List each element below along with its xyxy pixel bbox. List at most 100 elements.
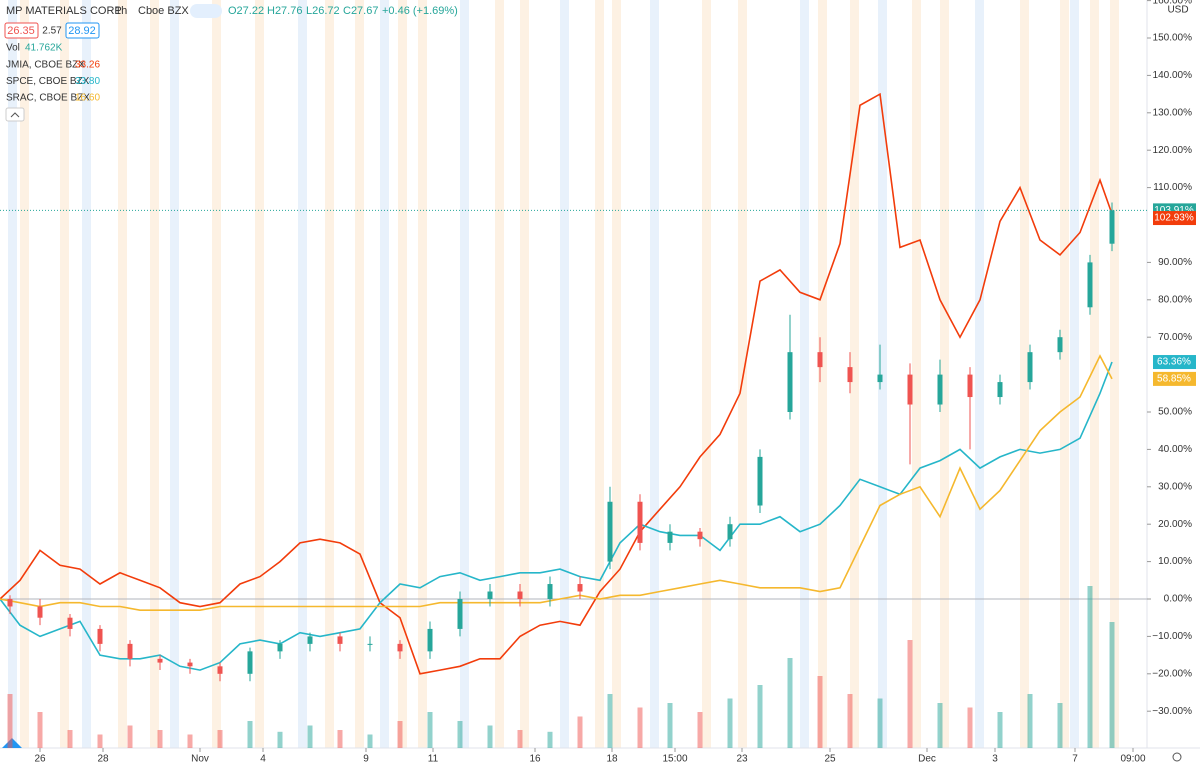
y-tick-label: −10.00% — [1152, 631, 1192, 642]
candle-body — [397, 643, 403, 652]
volume-bar — [787, 658, 793, 748]
session-stripe — [940, 0, 949, 748]
candle-body — [247, 651, 253, 674]
session-stripe — [560, 0, 569, 748]
volume-bar — [307, 725, 313, 748]
candle-body — [217, 666, 223, 674]
y-tick-label: 50.00% — [1158, 407, 1192, 418]
session-stripe — [118, 0, 127, 748]
candle-body — [847, 367, 853, 383]
volume-value: 41.762K — [25, 43, 63, 54]
volume-bar — [577, 716, 583, 748]
session-stripe — [595, 0, 604, 748]
price-tag-label: 103.91% — [1154, 205, 1194, 216]
session-stripe — [878, 0, 887, 748]
session-stripe — [850, 0, 859, 748]
candle-body — [427, 628, 433, 652]
x-tick-label: 16 — [529, 754, 541, 765]
volume-bar — [607, 694, 613, 748]
session-stripe — [1020, 0, 1029, 748]
candle-body — [67, 617, 73, 629]
ohlc-change: +0.46 (+1.69%) — [382, 5, 458, 17]
session-stripe — [612, 0, 621, 748]
ask: 28.92 — [68, 25, 96, 37]
collapse-button[interactable] — [5, 107, 25, 122]
legend-name: SRAC, CBOE BZX — [6, 93, 90, 104]
candle-body — [817, 352, 823, 368]
session-stripe — [8, 0, 17, 748]
series-tag-label: 102.93% — [1154, 213, 1194, 224]
session-stripe — [818, 0, 827, 748]
session-stripe — [702, 0, 711, 748]
x-tick-label: 3 — [992, 754, 998, 765]
settings-icon[interactable] — [1172, 752, 1182, 762]
candle-body — [637, 501, 643, 543]
candle-body — [757, 456, 763, 506]
volume-bar — [397, 721, 403, 748]
candle-body — [697, 531, 703, 540]
series-tag-label: 63.36% — [1157, 357, 1191, 368]
volume-bar — [367, 734, 373, 748]
candle-body — [187, 662, 193, 667]
x-tick-label: 9 — [363, 754, 369, 765]
badge[interactable] — [190, 4, 222, 18]
volume-bar — [427, 712, 433, 748]
y-tick-label: 110.00% — [1153, 182, 1192, 193]
volume-bar — [697, 712, 703, 748]
volume-bar — [277, 731, 283, 748]
candle-body — [97, 628, 103, 644]
x-tick-label: 7 — [1072, 754, 1078, 765]
candle-body — [577, 584, 583, 592]
volume-bar — [217, 730, 223, 748]
legend-name: JMIA, CBOE BZX — [6, 60, 85, 71]
session-stripe — [800, 0, 809, 748]
volume-bar — [937, 703, 943, 748]
volume-bar — [1027, 694, 1033, 748]
volume-bar — [517, 730, 523, 748]
candle-body — [877, 374, 883, 383]
line-series — [0, 92, 1113, 675]
series-tag — [1153, 211, 1196, 226]
session-stripe — [20, 0, 29, 748]
volume-bar — [877, 698, 883, 748]
ohlc-low: L26.72 — [306, 5, 340, 17]
spread: 2.57 — [42, 26, 62, 37]
session-stripe — [1070, 0, 1079, 748]
session-stripe — [82, 0, 91, 748]
session-stripe — [60, 0, 69, 748]
x-tick-label: 26 — [34, 754, 46, 765]
x-tick-label: 25 — [824, 754, 836, 765]
volume-bar — [487, 725, 493, 748]
series-tag — [1153, 371, 1196, 386]
volume-bar — [67, 730, 73, 748]
candle-body — [937, 374, 943, 405]
x-tick-label: 09:00 — [1120, 754, 1145, 765]
bid-box[interactable] — [4, 22, 39, 39]
volume-bar — [667, 703, 673, 748]
volume-bar — [337, 730, 343, 748]
volume-bar — [817, 676, 823, 748]
session-stripe — [212, 0, 221, 748]
volume-bar — [1109, 622, 1115, 748]
volume-bar — [187, 734, 193, 748]
y-tick-label: −20.00% — [1152, 668, 1192, 679]
volume-bar — [727, 698, 733, 748]
candle-body — [307, 636, 313, 644]
ohlc-open: O27.22 — [228, 5, 264, 17]
session-stripe — [170, 0, 179, 748]
y-tick-label: −30.00% — [1152, 706, 1192, 717]
legend-value: 16.60 — [75, 93, 100, 104]
x-tick-label: 23 — [736, 754, 748, 765]
line-series — [0, 354, 1113, 611]
ask-box[interactable] — [65, 22, 100, 39]
session-stripe — [355, 0, 364, 748]
bid: 26.35 — [7, 25, 35, 37]
volume-bar — [457, 721, 463, 748]
volume-bar — [97, 734, 103, 748]
volume-bar — [637, 707, 643, 748]
x-tick-label: Nov — [191, 754, 209, 765]
y-tick-label: 130.00% — [1153, 107, 1193, 118]
candle-body — [997, 382, 1003, 398]
currency-box — [1166, 0, 1190, 15]
candle-body — [607, 501, 613, 562]
